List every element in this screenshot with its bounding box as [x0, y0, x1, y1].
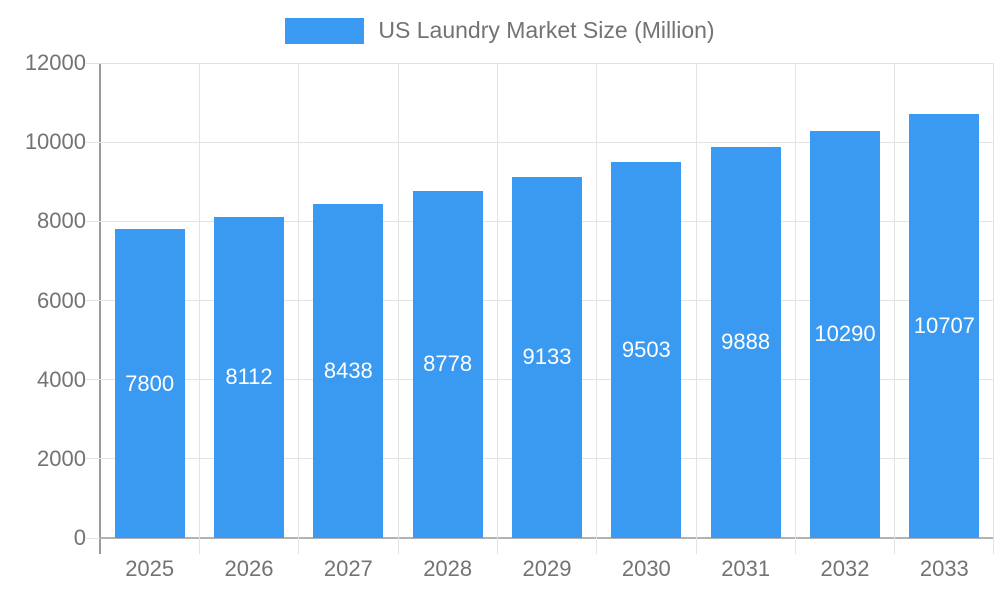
- y-tick-10000: [86, 141, 100, 143]
- y-axis-label-10000: 10000: [24, 129, 86, 155]
- x-axis-label-2030: 2030: [621, 556, 671, 581]
- y-tick-4000: [86, 379, 100, 381]
- x-tick-4: [496, 538, 498, 554]
- y-axis-label-6000: 6000: [37, 287, 86, 313]
- bar-value-label-2028: 8778: [423, 351, 473, 377]
- v-gridline-1: [198, 63, 200, 538]
- x-tick-9: [992, 538, 994, 554]
- y-tick-0: [86, 537, 100, 539]
- legend-swatch-icon: [285, 17, 365, 44]
- x-axis-label-2032: 2032: [820, 556, 870, 581]
- h-gridline-12000: [100, 62, 994, 64]
- x-tick-0: [99, 538, 101, 554]
- y-axis-line: [99, 63, 101, 554]
- v-gridline-5: [596, 63, 598, 538]
- y-tick-8000: [86, 220, 100, 222]
- bar-2030[interactable]: 9503: [611, 161, 682, 538]
- v-gridline-3: [397, 63, 399, 538]
- x-tick-3: [397, 538, 399, 554]
- bar-value-label-2026: 8112: [225, 364, 273, 390]
- x-axis-label-2027: 2027: [323, 556, 373, 581]
- y-axis-label-8000: 8000: [37, 208, 86, 234]
- x-axis-label-2026: 2026: [224, 556, 274, 581]
- y-axis-label-0: 0: [73, 525, 86, 550]
- bar-2027[interactable]: 8438: [313, 204, 384, 538]
- bar-value-label-2029: 9133: [522, 344, 572, 370]
- x-axis-label-2031: 2031: [721, 556, 771, 581]
- h-gridline-10000: [100, 141, 994, 143]
- bar-2025[interactable]: 7800: [114, 229, 185, 538]
- x-tick-5: [596, 538, 598, 554]
- y-axis-label-2000: 2000: [37, 445, 86, 471]
- v-gridline-4: [496, 63, 498, 538]
- v-gridline-8: [894, 63, 896, 538]
- y-tick-2000: [86, 458, 100, 460]
- bar-value-label-2025: 7800: [125, 370, 175, 396]
- v-gridline-7: [794, 63, 796, 538]
- bar-2029[interactable]: 9133: [512, 176, 582, 538]
- bar-value-label-2033: 10707: [913, 313, 975, 339]
- legend-label: US Laundry Market Size (Million): [378, 17, 715, 43]
- bar-value-label-2030: 9503: [621, 336, 671, 362]
- v-gridline-2: [298, 63, 300, 538]
- x-axis-label-2025: 2025: [125, 556, 175, 581]
- x-axis-line: [100, 537, 994, 539]
- x-axis-label-2028: 2028: [423, 556, 473, 581]
- x-tick-2: [298, 538, 300, 554]
- bar-value-label-2032: 10290: [814, 321, 876, 347]
- bar-2026[interactable]: 8112: [214, 216, 284, 538]
- y-tick-12000: [86, 62, 100, 64]
- bar-value-label-2027: 8438: [323, 358, 373, 383]
- bar-2028[interactable]: 8778: [412, 190, 483, 538]
- v-gridline-9: [992, 63, 994, 538]
- x-tick-7: [794, 538, 796, 554]
- y-axis-label-12000: 12000: [24, 50, 86, 75]
- bar-2032[interactable]: 10290: [810, 130, 880, 538]
- x-tick-1: [198, 538, 200, 554]
- x-axis-label-2033: 2033: [919, 556, 969, 581]
- y-tick-6000: [86, 300, 100, 301]
- x-tick-6: [695, 538, 697, 554]
- chart-legend: US Laundry Market Size (Million): [0, 17, 1000, 44]
- x-axis-label-2029: 2029: [522, 556, 572, 581]
- x-tick-8: [894, 538, 896, 554]
- bar-value-label-2031: 9888: [721, 329, 771, 355]
- v-gridline-6: [695, 63, 697, 538]
- legend-item[interactable]: US Laundry Market Size (Million): [285, 17, 715, 44]
- y-axis-label-4000: 4000: [37, 366, 86, 392]
- bar-2033[interactable]: 10707: [909, 114, 980, 538]
- bar-2031[interactable]: 9888: [710, 146, 781, 538]
- plot-area: 7800 8112 8438 8778 9133 9503 9888 10290 10707: [100, 62, 994, 538]
